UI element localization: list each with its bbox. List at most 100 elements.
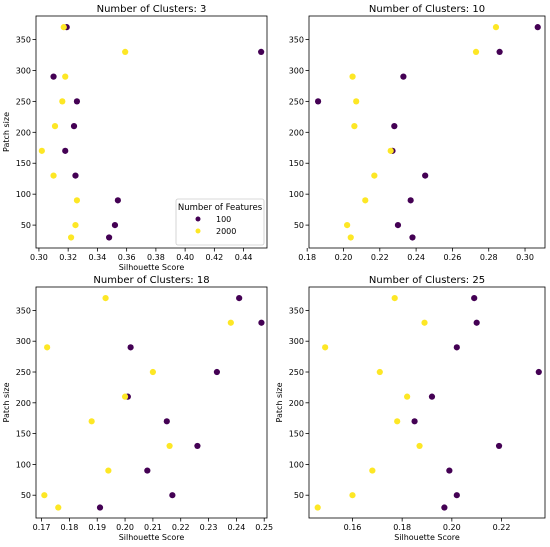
data-point	[349, 73, 356, 80]
data-point	[144, 467, 151, 474]
y-tick-label: 350	[289, 306, 304, 315]
data-point	[258, 48, 265, 55]
data-point	[72, 222, 79, 229]
x-tick-label: 0.18	[393, 523, 411, 532]
data-point	[534, 24, 541, 31]
data-point	[149, 368, 156, 376]
x-tick-label: 0.20	[335, 253, 353, 262]
y-tick-label: 300	[16, 337, 31, 346]
x-tick-label: 0.34	[88, 253, 106, 262]
data-point	[496, 48, 503, 55]
data-point	[362, 197, 369, 204]
data-point	[227, 319, 234, 326]
chart-panel-3: Number of Clusters: 18 0.17 0.18 0.19 0.20 0.…	[2, 275, 273, 542]
x-tick-label: 0.21	[144, 523, 162, 532]
x-tick-label: 0.38	[147, 253, 165, 262]
data-point	[400, 73, 407, 80]
x-axis-label: Silhouette Score	[119, 533, 185, 542]
data-point	[387, 147, 394, 154]
data-point	[38, 147, 45, 154]
x-tick-label: 0.42	[205, 253, 223, 262]
y-tick-label: 150	[16, 159, 31, 168]
data-point	[50, 73, 57, 80]
data-point	[407, 197, 414, 204]
y-tick-label: 300	[16, 66, 31, 75]
data-point	[122, 48, 129, 55]
data-point	[394, 418, 401, 425]
x-axis-label: Silhouette Score	[394, 533, 460, 542]
x-tick-label: 0.26	[444, 253, 462, 262]
y-tick-label: 300	[289, 337, 304, 346]
data-point	[163, 418, 170, 425]
data-point	[106, 234, 113, 241]
data-point	[391, 294, 398, 302]
chart-title: Number of Clusters: 18	[93, 275, 209, 286]
series-2000	[344, 24, 500, 241]
x-tick-label: 0.18	[298, 253, 316, 262]
data-point	[102, 294, 109, 302]
x-tick-label: 0.18	[60, 523, 78, 532]
data-point	[349, 492, 356, 499]
y-tick-label: 200	[16, 128, 31, 137]
data-point	[62, 147, 69, 154]
x-tick-label: 0.23	[200, 523, 218, 532]
data-point	[41, 492, 48, 499]
y-tick-label: 250	[289, 368, 304, 377]
data-point	[446, 467, 453, 474]
chart-panel-1: Number of Clusters: 3 0.30 0.32 0.34 0.36 0.3…	[2, 4, 268, 272]
y-tick-label: 50	[21, 221, 31, 230]
y-tick-label: 350	[16, 306, 31, 315]
x-tick-label: 0.22	[172, 523, 190, 532]
series-2000	[38, 24, 129, 241]
y-tick-label: 250	[16, 97, 31, 106]
y-tick-label: 250	[16, 368, 31, 377]
series-100	[96, 294, 265, 511]
x-tick-label: 0.32	[59, 253, 77, 262]
data-point	[127, 344, 134, 351]
series-2000	[314, 294, 428, 511]
data-point	[411, 418, 418, 425]
data-point	[314, 98, 322, 105]
y-tick-label: 50	[294, 221, 304, 230]
y-tick-label: 150	[289, 159, 304, 168]
data-point	[441, 504, 448, 511]
x-tick-label: 0.24	[227, 523, 245, 532]
x-tick-label: 0.20	[443, 523, 461, 532]
data-point	[353, 98, 360, 105]
x-tick-label: 0.19	[88, 523, 106, 532]
data-point	[371, 172, 378, 179]
data-point	[121, 393, 129, 400]
y-tick-label: 100	[16, 460, 31, 469]
data-point	[409, 234, 416, 241]
data-point	[314, 504, 321, 511]
y-tick-label: 200	[16, 399, 31, 408]
y-tick-label: 150	[16, 430, 31, 439]
data-point	[492, 24, 500, 31]
data-point	[59, 98, 66, 105]
data-point	[416, 442, 423, 450]
x-tick-label: 0.40	[176, 253, 194, 262]
x-tick-label: 0.16	[344, 523, 362, 532]
data-point	[88, 418, 95, 425]
data-point	[453, 492, 460, 499]
x-tick-label: 0.20	[116, 523, 134, 532]
data-point	[428, 393, 436, 400]
chart-title: Number of Clusters: 10	[369, 4, 485, 15]
data-point	[166, 442, 173, 450]
x-tick-label: 0.22	[371, 253, 389, 262]
chart-panel-2: Number of Clusters: 10 0.18 0.20 0.22 0.24 0.…	[289, 4, 546, 262]
x-tick-label: 0.24	[407, 253, 425, 262]
y-tick-label: 50	[21, 491, 31, 500]
data-point	[55, 504, 62, 511]
data-point	[50, 172, 57, 179]
x-axis-label: Silhouette Score	[119, 263, 185, 272]
data-point	[70, 123, 78, 130]
y-tick-label: 100	[289, 460, 304, 469]
data-point	[236, 294, 243, 302]
series-100	[314, 24, 541, 241]
y-tick-label: 300	[289, 66, 304, 75]
data-point	[351, 123, 358, 130]
y-tick-label: 50	[294, 491, 304, 500]
data-point	[258, 319, 265, 326]
